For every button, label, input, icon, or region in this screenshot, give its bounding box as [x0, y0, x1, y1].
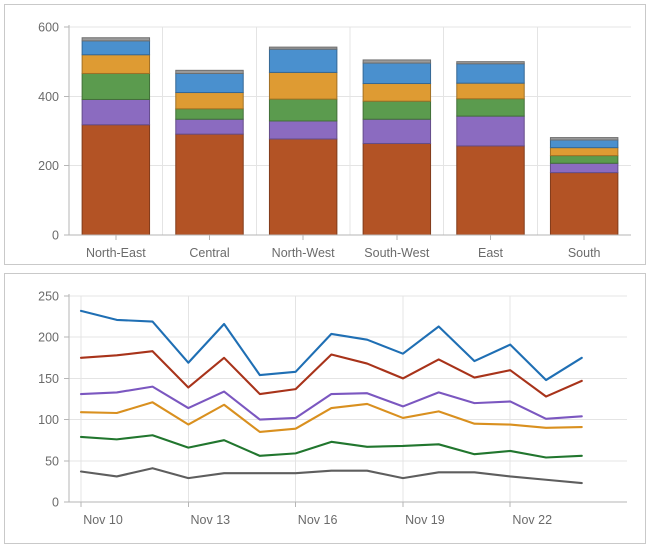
line-series[interactable] [79, 401, 583, 434]
y-axis-tick-label: 0 [52, 229, 59, 243]
bar-segment[interactable] [268, 71, 338, 100]
bar-group[interactable] [549, 137, 619, 236]
line-series[interactable] [79, 434, 583, 459]
bar-segment[interactable] [81, 54, 151, 74]
bar-segment[interactable] [175, 108, 244, 120]
y-axis-tick-label: 250 [38, 290, 59, 304]
bar-segment[interactable] [456, 82, 525, 100]
bar-segment[interactable] [81, 72, 151, 100]
x-axis-category-label: North-East [86, 246, 146, 260]
x-axis-category-label: South [568, 246, 601, 260]
x-axis-tick-label: Nov 16 [298, 513, 338, 527]
bar-segment[interactable] [549, 155, 619, 164]
bar-segment[interactable] [268, 120, 338, 140]
bar-segment[interactable] [362, 62, 432, 85]
bar-segment[interactable] [362, 59, 432, 64]
line-chart-panel: 0 50 100 150 200 250 Nov 10 Nov 13 Nov 16 Nov 19 N… [4, 273, 646, 544]
x-axis-category-label: Central [189, 246, 229, 260]
line-series[interactable] [79, 467, 583, 485]
bar-segment[interactable] [175, 133, 244, 236]
x-axis-tick-label: Nov 10 [83, 513, 123, 527]
bar-segment[interactable] [549, 137, 619, 141]
bar-segment[interactable] [175, 69, 244, 74]
bar-segment[interactable] [268, 138, 338, 236]
y-axis-tick-label: 400 [38, 90, 59, 104]
y-axis-tick-label: 0 [52, 496, 59, 510]
bar-segment[interactable] [549, 172, 619, 236]
bar-segment[interactable] [456, 98, 525, 117]
y-axis-tick-label: 50 [45, 454, 59, 468]
stacked-bar-chart[interactable]: 0 200 400 600 North-East Central North-West Sou… [5, 5, 645, 264]
bar-segment[interactable] [362, 100, 432, 120]
bar-segment[interactable] [81, 124, 151, 236]
x-axis-category-label: South-West [364, 246, 430, 260]
y-axis-tick-label: 100 [38, 413, 59, 427]
bar-segment[interactable] [175, 118, 244, 135]
bar-segment[interactable] [81, 40, 151, 56]
bar-segment[interactable] [456, 115, 525, 147]
stacked-bar-chart-panel: 0 200 400 600 North-East Central North-West Sou… [4, 4, 646, 265]
bar-segment[interactable] [362, 83, 432, 102]
bar-segment[interactable] [81, 98, 151, 126]
bar-segment[interactable] [549, 139, 619, 149]
y-axis-tick-label: 200 [38, 331, 59, 345]
bar-segment[interactable] [268, 48, 338, 73]
bar-segment[interactable] [456, 63, 525, 84]
bar-segment[interactable] [456, 61, 525, 65]
x-axis-tick-label: Nov 22 [512, 513, 552, 527]
bar-segment[interactable] [268, 98, 338, 122]
y-axis-tick-label: 200 [38, 159, 59, 173]
bar-segment[interactable] [175, 92, 244, 110]
bar-group[interactable] [456, 61, 525, 236]
bar-segment[interactable] [175, 72, 244, 94]
y-axis-tick-label: 600 [38, 21, 59, 35]
line-series[interactable] [79, 385, 583, 421]
bar-group[interactable] [268, 46, 338, 236]
y-axis-tick-label: 150 [38, 372, 59, 386]
bar-segment[interactable] [362, 142, 432, 236]
line-series[interactable] [79, 350, 583, 398]
bar-segment[interactable] [362, 118, 432, 144]
x-axis-tick-label: Nov 13 [191, 513, 231, 527]
bar-group[interactable] [175, 69, 244, 236]
line-series[interactable] [79, 309, 583, 382]
bar-segment[interactable] [268, 46, 338, 50]
bar-segment[interactable] [549, 147, 619, 157]
bar-group[interactable] [81, 37, 151, 236]
x-axis-category-label: East [478, 246, 504, 260]
x-axis-tick-label: Nov 19 [405, 513, 445, 527]
bar-segment[interactable] [456, 145, 525, 236]
x-axis-category-label: North-West [272, 246, 336, 260]
bar-group[interactable] [362, 59, 432, 236]
bar-segment[interactable] [549, 162, 619, 174]
multi-line-chart[interactable]: 0 50 100 150 200 250 Nov 10 Nov 13 Nov 16 Nov 19 N… [5, 274, 645, 543]
bar-segment[interactable] [81, 37, 151, 42]
